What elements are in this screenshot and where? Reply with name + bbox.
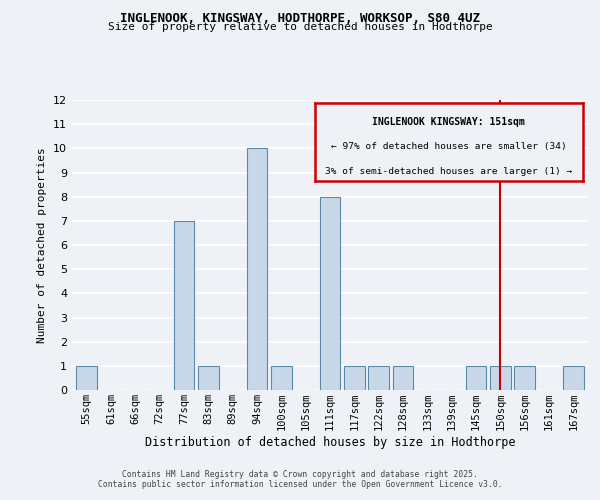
Bar [247, 148, 268, 390]
Bar [320, 196, 340, 390]
Bar [198, 366, 218, 390]
Text: Contains public sector information licensed under the Open Government Licence v3: Contains public sector information licen… [98, 480, 502, 489]
Bar [563, 366, 584, 390]
Text: Contains HM Land Registry data © Crown copyright and database right 2025.: Contains HM Land Registry data © Crown c… [122, 470, 478, 479]
Bar [76, 366, 97, 390]
X-axis label: Distribution of detached houses by size in Hodthorpe: Distribution of detached houses by size … [145, 436, 515, 449]
Bar [344, 366, 365, 390]
Bar [490, 366, 511, 390]
Y-axis label: Number of detached properties: Number of detached properties [37, 147, 47, 343]
Bar [271, 366, 292, 390]
Bar [514, 366, 535, 390]
Text: INGLENOOK, KINGSWAY, HODTHORPE, WORKSOP, S80 4UZ: INGLENOOK, KINGSWAY, HODTHORPE, WORKSOP,… [120, 12, 480, 26]
Bar [392, 366, 413, 390]
Bar [173, 221, 194, 390]
Bar [368, 366, 389, 390]
Bar [466, 366, 487, 390]
Text: Size of property relative to detached houses in Hodthorpe: Size of property relative to detached ho… [107, 22, 493, 32]
